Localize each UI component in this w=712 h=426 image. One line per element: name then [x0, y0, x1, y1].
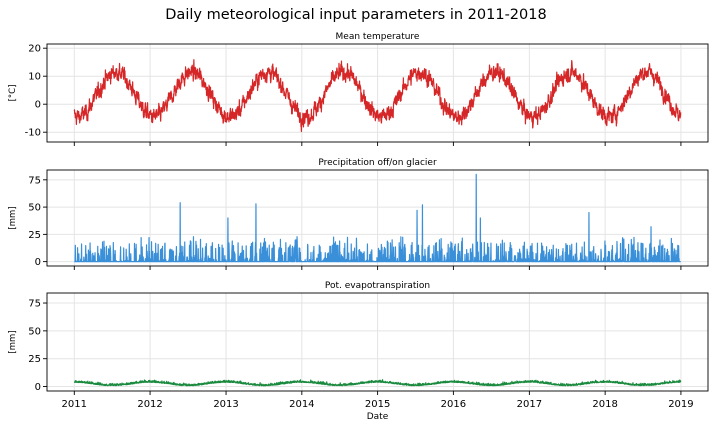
panel-2: Precipitation off/on glacier 0 25 50 75 [mm]: [8, 158, 709, 270]
y-tick-label: 75: [28, 299, 41, 310]
x-tick-label: 2016: [441, 399, 466, 410]
series-line: [73, 173, 682, 263]
y-tick-label: 25: [28, 354, 41, 365]
panel-1: Mean temperature -10 0 10 20 [°C]: [8, 32, 709, 146]
x-tick-label: 2017: [517, 399, 542, 410]
y-tick-label: 75: [28, 175, 41, 186]
x-tick-label: 2018: [592, 399, 617, 410]
y-tick-label: 10: [28, 72, 41, 83]
x-tick-label: 2019: [668, 399, 693, 410]
panel-title: Mean temperature: [336, 32, 420, 42]
panel-title: Pot. evapotranspiration: [325, 281, 430, 291]
y-tick-label: 25: [28, 230, 41, 241]
y-tick-label: 0: [35, 382, 41, 393]
panel-3: Pot. evapotranspiration 0 25 50 75 [mm] 2011 20…: [8, 281, 709, 422]
y-tick-label: 0: [35, 100, 41, 111]
y-tick-label: 0: [35, 257, 41, 268]
x-tick-label: 2015: [365, 399, 390, 410]
x-tick-label: 2013: [213, 399, 238, 410]
x-tick-label: 2014: [289, 399, 314, 410]
x-axis-label: Date: [367, 412, 389, 422]
y-tick-label: 50: [28, 326, 41, 337]
series-line: [73, 379, 682, 387]
y-tick-label: -10: [25, 128, 41, 139]
x-tick-label: 2012: [137, 399, 162, 410]
series-line: [73, 59, 682, 133]
y-axis-label: [°C]: [8, 85, 18, 102]
y-axis-label: [mm]: [8, 330, 18, 353]
y-tick-label: 20: [28, 44, 41, 55]
y-axis-label: [mm]: [8, 206, 18, 229]
panel-title: Precipitation off/on glacier: [318, 158, 437, 168]
y-tick-label: 50: [28, 203, 41, 214]
x-tick-label: 2011: [62, 399, 87, 410]
figure-title: Daily meteorological input parameters in…: [165, 7, 546, 23]
